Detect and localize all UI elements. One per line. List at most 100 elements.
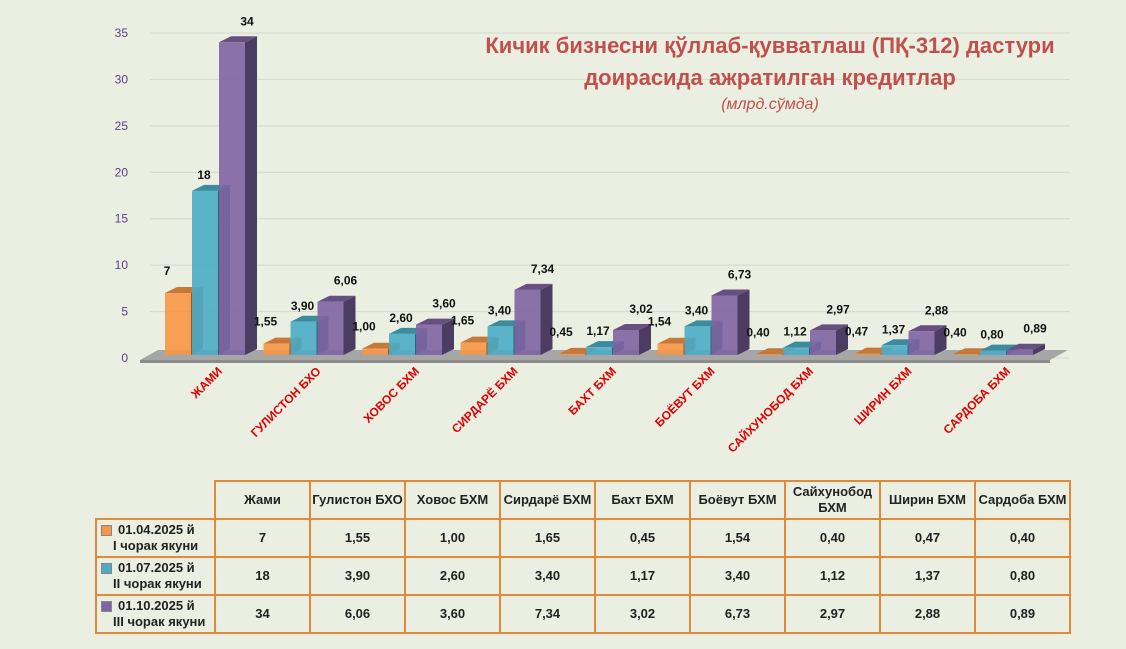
y-tick-label: 10 bbox=[115, 258, 129, 272]
bar bbox=[586, 347, 612, 355]
data-label: 1,00 bbox=[352, 320, 376, 334]
bar bbox=[854, 353, 881, 355]
bar bbox=[684, 326, 711, 355]
bar-top bbox=[1007, 343, 1045, 350]
table-cell: 0,45 bbox=[594, 518, 691, 558]
bar-side bbox=[442, 318, 454, 355]
data-label: 7,34 bbox=[531, 262, 555, 276]
table-cell: 1,37 bbox=[879, 556, 976, 596]
data-label: 0,40 bbox=[746, 325, 770, 339]
category-label: ХОВОС БХМ bbox=[361, 364, 423, 426]
column-header: Ширин БХМ bbox=[879, 480, 976, 520]
data-label: 1,12 bbox=[783, 325, 807, 339]
series-quarter: III чорак якуни bbox=[113, 614, 206, 629]
table-cell: 3,02 bbox=[594, 594, 691, 634]
data-label: 0,80 bbox=[980, 328, 1004, 342]
bar-side bbox=[836, 324, 848, 355]
category-label: СИРДАРЁ БХМ bbox=[448, 364, 520, 436]
bar bbox=[290, 321, 317, 355]
table-cell: 18 bbox=[214, 556, 311, 596]
table-cell: 1,55 bbox=[309, 518, 406, 558]
bar-top bbox=[317, 295, 356, 302]
column-header: Бахт БХМ bbox=[594, 480, 691, 520]
data-label: 2,97 bbox=[826, 302, 850, 316]
bar-top bbox=[514, 283, 553, 290]
table-cell: 6,73 bbox=[689, 594, 786, 634]
column-header: Сирдарё БХМ bbox=[499, 480, 596, 520]
data-label: 3,02 bbox=[629, 302, 653, 316]
data-label: 0,47 bbox=[845, 325, 869, 339]
category-label: ШИРИН БХМ bbox=[851, 364, 914, 427]
y-tick-label: 35 bbox=[115, 26, 129, 40]
bar-top bbox=[416, 318, 454, 325]
bar bbox=[810, 330, 836, 355]
data-label: 6,73 bbox=[728, 268, 752, 282]
series-quarter: I чорак якуни bbox=[113, 538, 199, 553]
chart-title: Кичик бизнесни қўллаб-қувватлаш (ПҚ-312)… bbox=[440, 30, 1100, 94]
bar bbox=[192, 190, 218, 355]
series-date: 01.04.2025 й bbox=[118, 522, 195, 537]
bar-side bbox=[934, 325, 947, 355]
category-label: САРДОБА БХМ bbox=[941, 364, 1014, 437]
bar bbox=[908, 331, 935, 355]
bar bbox=[219, 42, 245, 356]
bar bbox=[487, 326, 514, 355]
bar bbox=[416, 324, 442, 355]
data-label: 2,88 bbox=[925, 303, 949, 317]
y-tick-label: 30 bbox=[115, 72, 129, 86]
bar bbox=[460, 342, 487, 355]
bar bbox=[514, 289, 541, 355]
bar bbox=[953, 354, 979, 355]
table-row: 01.07.2025 й II чорак якуни 18 3,90 2,60 3,40… bbox=[95, 556, 1071, 596]
table-cell: 1,12 bbox=[784, 556, 881, 596]
data-label: 1,55 bbox=[254, 315, 278, 329]
table-cell: 1,54 bbox=[689, 518, 786, 558]
legend-swatch-icon bbox=[101, 563, 112, 575]
table-cell: 2,60 bbox=[404, 556, 501, 596]
legend-swatch-icon bbox=[101, 601, 112, 613]
table-cell: 3,40 bbox=[689, 556, 786, 596]
bar-top bbox=[908, 325, 947, 332]
bar bbox=[980, 350, 1006, 355]
bar bbox=[389, 333, 415, 355]
table-cell: 3,40 bbox=[499, 556, 596, 596]
series-legend-cell: 01.07.2025 й II чорак якуни bbox=[95, 556, 216, 596]
bar-top bbox=[613, 323, 651, 330]
table-cell: 0,47 bbox=[879, 518, 976, 558]
table-cell: 3,90 bbox=[309, 556, 406, 596]
bar-top bbox=[219, 36, 257, 43]
chart-plot: 0 5 10 15 20 25 30 35 7 18 34 ЖАМИ 1,55 3,90 6,06 ГУЛИС… bbox=[115, 14, 1070, 456]
series-date: 01.07.2025 й bbox=[118, 560, 195, 575]
bar bbox=[711, 295, 738, 355]
corner-cell bbox=[96, 481, 215, 519]
column-header: Ховос БХМ bbox=[404, 480, 501, 520]
table-cell: 0,40 bbox=[784, 518, 881, 558]
data-label: 1,65 bbox=[451, 314, 475, 328]
bar-side bbox=[737, 289, 750, 355]
y-tick-label: 5 bbox=[121, 305, 128, 319]
chart-title-line2: доирасида ажратилган кредитлар bbox=[584, 65, 956, 90]
category-label: САЙХУНОБОД БХМ bbox=[724, 364, 816, 456]
data-label: 1,37 bbox=[882, 322, 906, 336]
bar-side bbox=[639, 323, 651, 355]
table-cell: 6,06 bbox=[309, 594, 406, 634]
chart-title-line1: Кичик бизнесни қўллаб-қувватлаш (ПҚ-312)… bbox=[485, 33, 1055, 58]
bar bbox=[783, 347, 809, 355]
table-cell: 1,65 bbox=[499, 518, 596, 558]
y-tick-label: 15 bbox=[115, 212, 129, 226]
data-label: 3,90 bbox=[291, 299, 315, 313]
bar bbox=[317, 301, 344, 355]
y-tick-label: 25 bbox=[115, 119, 129, 133]
y-tick-label: 20 bbox=[115, 165, 129, 179]
bar bbox=[165, 293, 191, 355]
data-label: 0,40 bbox=[943, 325, 967, 339]
bar-side bbox=[245, 36, 257, 356]
bar bbox=[559, 353, 585, 355]
data-label: 3,40 bbox=[685, 303, 709, 317]
column-header: Сайхунобод БХМ bbox=[784, 480, 881, 520]
chart-subtitle: (млрд.сўмда) bbox=[721, 96, 819, 113]
column-header: Боёвут БХМ bbox=[689, 480, 786, 520]
bar-side bbox=[1033, 343, 1045, 355]
